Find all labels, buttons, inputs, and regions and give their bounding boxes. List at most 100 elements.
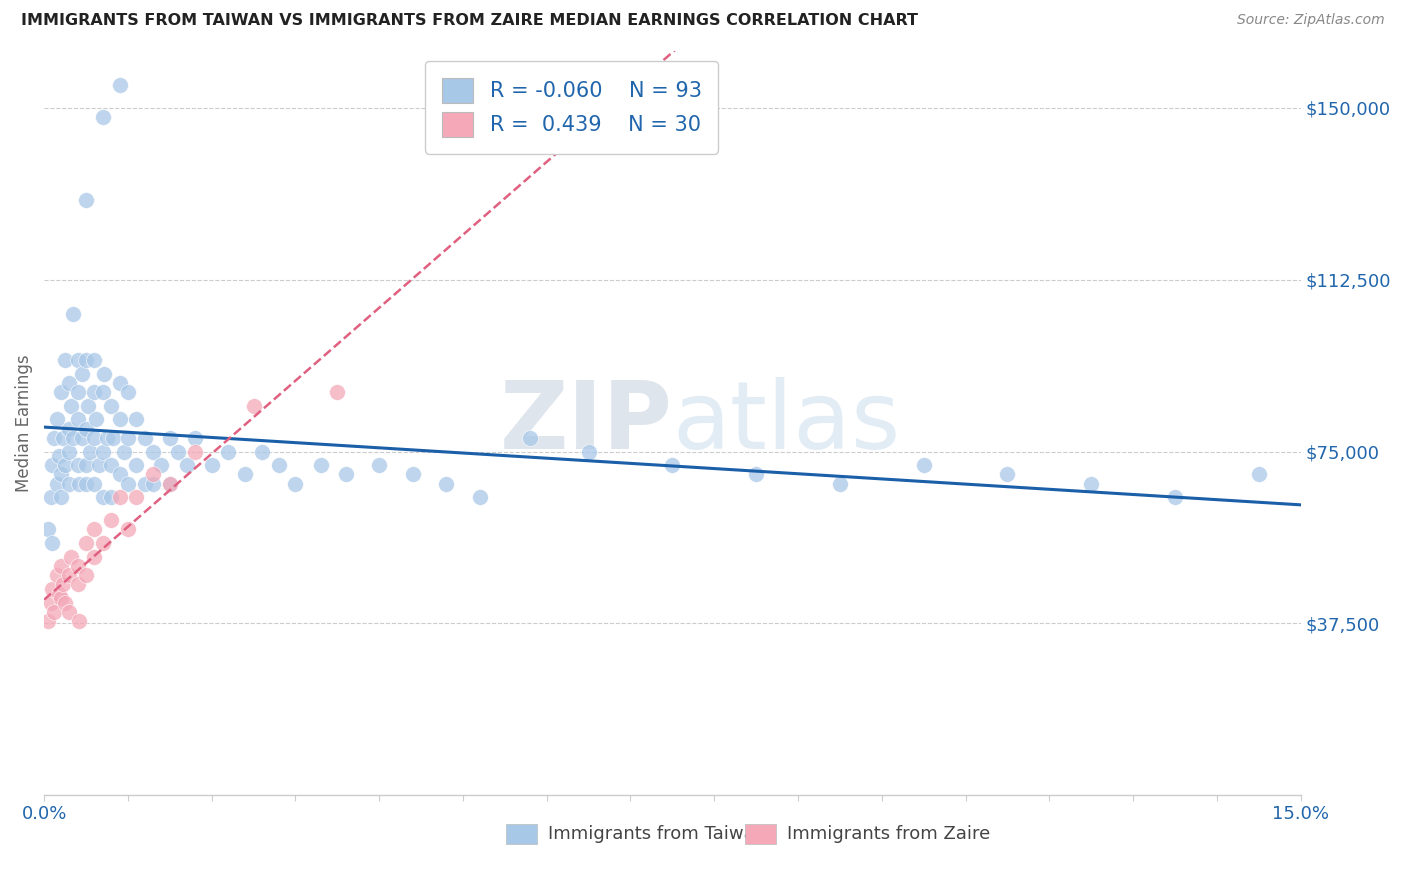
Point [100,513,122,527]
Point [58,476,80,491]
Point [108,412,131,426]
Point [87,458,110,473]
Point [117,431,139,445]
Point [578,444,600,458]
Text: Immigrants from Taiwan: Immigrants from Taiwan [548,825,766,843]
Point [70,431,93,445]
Point [91,491,114,505]
Point [150,458,173,473]
Point [1247,467,1270,482]
Point [49,384,72,399]
Point [468,491,491,505]
Point [519,431,541,445]
Point [53,458,76,473]
Point [58,376,80,390]
Point [75,352,97,367]
Point [402,467,425,482]
Point [117,476,139,491]
Point [91,536,114,550]
Point [76,399,98,413]
Point [62,431,84,445]
Point [41,458,63,473]
Text: atlas: atlas [672,377,901,469]
Point [75,536,97,550]
Point [108,376,131,390]
Point [59,549,82,564]
Point [176,458,198,473]
Point [53,596,76,610]
Point [142,467,165,482]
Point [70,367,93,381]
Point [67,614,90,628]
Point [83,352,105,367]
Point [184,444,207,458]
Point [159,476,181,491]
Point [96,431,118,445]
Point [997,467,1019,482]
Point [309,458,332,473]
Point [37,522,59,536]
Point [326,384,349,399]
Point [142,444,165,458]
Point [45,568,67,582]
Point [62,307,84,321]
Legend: R = -0.060    N = 93, R =  0.439    N = 30: R = -0.060 N = 93, R = 0.439 N = 30 [425,61,718,153]
Point [1080,476,1102,491]
Point [75,458,97,473]
Point [66,412,89,426]
Point [125,491,148,505]
Point [59,399,82,413]
Point [66,384,89,399]
Point [125,412,148,426]
Point [201,458,224,473]
Text: IMMIGRANTS FROM TAIWAN VS IMMIGRANTS FROM ZAIRE MEDIAN EARNINGS CORRELATION CHAR: IMMIGRANTS FROM TAIWAN VS IMMIGRANTS FRO… [21,13,918,29]
Point [167,444,190,458]
Point [49,559,72,574]
Point [108,78,131,92]
Point [44,605,66,619]
Point [267,458,290,473]
Point [67,476,90,491]
Point [44,431,66,445]
Point [49,467,72,482]
Point [53,352,76,367]
Point [79,444,101,458]
Point [108,491,131,505]
Point [134,476,156,491]
Point [91,110,114,124]
Point [117,384,139,399]
Point [75,421,97,435]
Point [828,476,851,491]
Point [39,491,62,505]
Point [91,444,114,458]
Point [58,568,80,582]
Point [84,412,107,426]
Point [159,431,181,445]
Point [661,458,683,473]
Point [66,559,89,574]
Point [83,522,105,536]
Point [66,352,89,367]
Text: ZIP: ZIP [499,377,672,469]
Point [37,614,59,628]
Point [48,449,70,463]
Point [66,577,89,591]
Point [75,193,97,207]
Point [45,412,67,426]
Point [912,458,935,473]
Point [83,549,105,564]
Point [75,568,97,582]
Point [58,605,80,619]
Point [184,431,207,445]
Point [233,467,256,482]
Point [250,444,273,458]
Point [41,536,63,550]
Point [49,491,72,505]
Point [39,596,62,610]
Point [93,367,115,381]
Point [91,384,114,399]
Text: Immigrants from Zaire: Immigrants from Zaire [787,825,990,843]
Point [45,476,67,491]
Point [58,444,80,458]
Point [51,431,73,445]
